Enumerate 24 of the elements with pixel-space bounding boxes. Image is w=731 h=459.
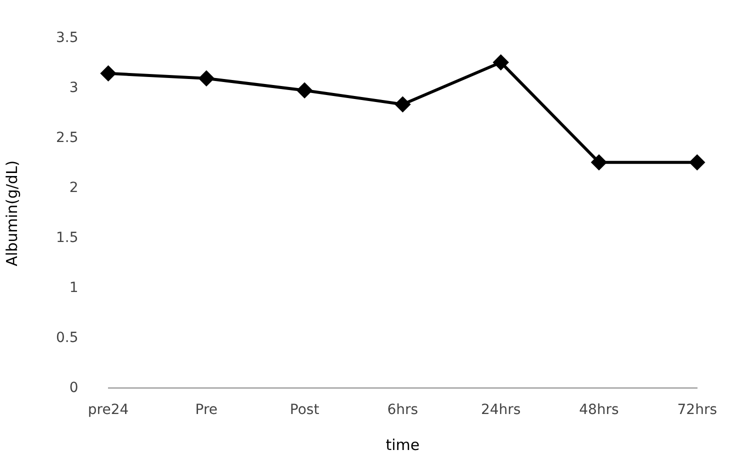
point — [198, 70, 214, 86]
point — [690, 154, 705, 170]
point — [100, 66, 116, 81]
x-tick-label: Pre — [195, 402, 218, 418]
point — [591, 154, 606, 170]
y-tick-label: 0 — [69, 380, 78, 396]
x-axis-title: time — [386, 436, 420, 454]
x-tick-label: 48hrs — [579, 402, 619, 418]
x-tick-label: Post — [290, 402, 320, 418]
y-tick-label: 2 — [69, 180, 78, 196]
y-tick-label: 0.5 — [56, 330, 78, 346]
y-tick-label: 2.5 — [56, 130, 78, 146]
x-tick-label: 6hrs — [387, 402, 418, 418]
x-tick-label: 24hrs — [480, 402, 521, 418]
y-tick-label: 1.5 — [56, 230, 78, 246]
point — [493, 54, 508, 70]
y-tick-label: 3.5 — [56, 30, 78, 46]
y-tick-label: 1 — [69, 280, 78, 296]
point — [395, 96, 410, 112]
y-axis-title: Albumin(g/dL) — [2, 160, 21, 266]
y-tick-label: 3 — [69, 80, 78, 96]
x-tick-label: 72hrs — [677, 402, 718, 418]
x-tick-label: pre24 — [88, 402, 129, 418]
point — [297, 82, 312, 98]
